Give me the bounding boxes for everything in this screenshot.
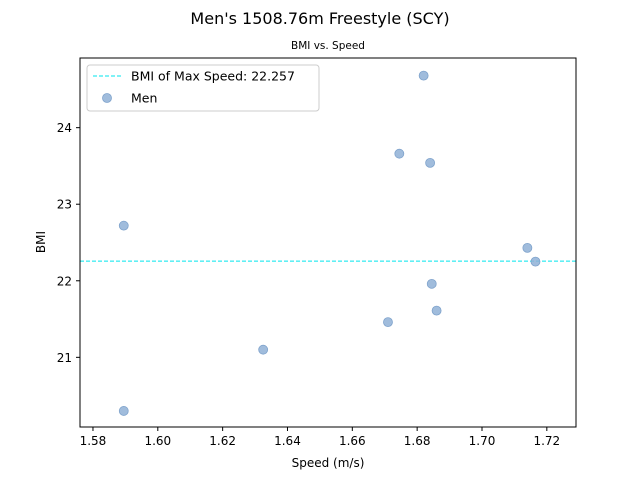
y-tick-label: 22 bbox=[57, 274, 72, 288]
data-point bbox=[418, 70, 429, 81]
x-tick-label: 1.66 bbox=[339, 434, 366, 448]
points-layer bbox=[118, 70, 541, 416]
legend-box bbox=[86, 64, 320, 112]
chart-subtitle: BMI vs. Speed bbox=[291, 40, 365, 52]
legend-men-label: Men bbox=[131, 91, 157, 106]
x-tick-label: 1.68 bbox=[404, 434, 431, 448]
legend: BMI of Max Speed: 22.257 Men bbox=[86, 64, 320, 112]
data-point bbox=[118, 220, 129, 231]
data-point bbox=[530, 256, 541, 267]
data-point bbox=[394, 148, 405, 159]
plot-area bbox=[79, 57, 577, 428]
data-point bbox=[383, 317, 393, 328]
data-point bbox=[431, 305, 442, 316]
x-tick-label: 1.62 bbox=[209, 434, 236, 448]
data-point bbox=[522, 242, 533, 253]
x-tick-label: 1.60 bbox=[144, 434, 171, 448]
x-tick-label: 1.64 bbox=[274, 434, 301, 448]
x-tick-label: 1.70 bbox=[469, 434, 496, 448]
y-axis: 21 22 23 24 bbox=[57, 121, 80, 365]
data-point bbox=[425, 157, 436, 168]
data-point bbox=[258, 344, 269, 355]
legend-reference-line-label: BMI of Max Speed: 22.257 bbox=[131, 69, 295, 84]
x-axis: 1.58 1.60 1.62 1.64 1.66 1.68 1.70 1.72 bbox=[80, 427, 560, 448]
legend-men-marker bbox=[102, 93, 112, 103]
y-tick-label: 24 bbox=[57, 121, 72, 135]
chart-title: Men's 1508.76m Freestyle (SCY) bbox=[190, 9, 449, 28]
y-tick-label: 21 bbox=[57, 351, 72, 365]
x-tick-label: 1.72 bbox=[533, 434, 560, 448]
y-tick-label: 23 bbox=[57, 198, 72, 212]
data-point bbox=[426, 278, 437, 289]
x-axis-label: Speed (m/s) bbox=[292, 456, 365, 470]
data-point bbox=[118, 406, 129, 416]
y-axis-label: BMI bbox=[34, 231, 48, 253]
x-tick-label: 1.58 bbox=[80, 434, 107, 448]
